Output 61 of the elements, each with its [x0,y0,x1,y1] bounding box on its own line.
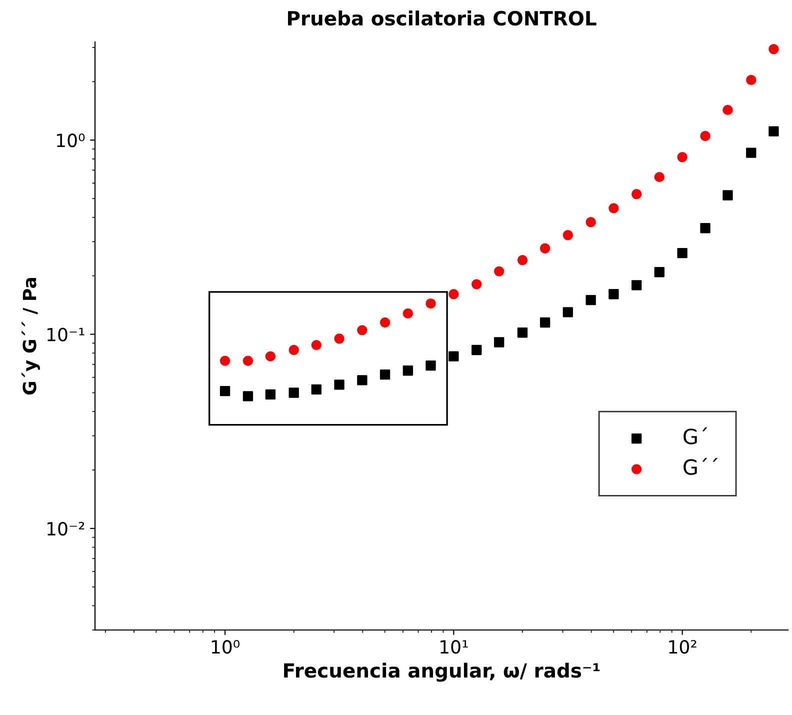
point [334,380,344,390]
y-tick-label: 10⁻² [48,522,84,536]
point [265,351,276,362]
point [654,267,664,278]
point [517,328,528,338]
point [586,295,596,306]
point [220,356,230,366]
y-axis-title: G´y G´´ / Pa [22,278,40,395]
point [357,325,368,336]
point [517,255,528,266]
point [472,344,482,356]
y-tick-label: 10⁻¹ [48,328,84,342]
point [380,317,390,328]
point [586,217,596,228]
point [608,289,619,300]
point [677,248,688,258]
x-tick-label: 10¹ [440,640,468,654]
x-tick-label: 10⁰ [212,640,240,654]
chart-title: Prueba oscilatoria CONTROL [288,10,596,26]
point [540,243,550,254]
point [242,356,254,366]
point [334,334,344,344]
point [265,389,276,400]
point [448,351,459,362]
legend-label: G´´ [684,458,718,475]
point [402,366,414,376]
point [722,104,733,116]
point [288,344,299,356]
point [402,308,414,319]
y-tick-label: 10⁰ [57,134,85,148]
point [472,279,482,290]
point [700,130,710,142]
point [700,223,710,234]
point [426,360,436,371]
legend-label: G´ [684,427,708,444]
point [357,375,368,386]
point [746,74,756,86]
point [311,384,322,395]
point [632,280,642,290]
point [426,298,436,309]
point [288,388,299,398]
point [632,189,642,200]
x-tick-label: 10² [669,640,696,654]
point [654,172,664,182]
point [540,317,550,328]
point [768,44,779,54]
point [494,266,504,276]
point [380,370,390,380]
point [562,230,574,240]
point [562,307,574,318]
point [746,148,756,158]
x-axis-title: Frecuencia angular, ω/ rads⁻¹ [284,662,600,682]
point [722,190,733,200]
point [677,152,688,162]
point [608,203,619,214]
point [448,289,459,300]
point [242,391,254,402]
point [768,126,779,136]
point [220,386,230,396]
point [494,337,504,348]
point [311,340,322,350]
